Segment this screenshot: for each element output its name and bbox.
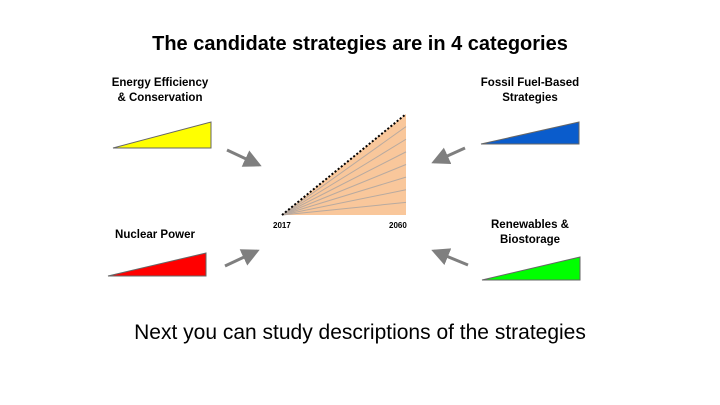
renewables-wedge-shape <box>481 256 581 281</box>
label-renewables: Renewables & Biostorage <box>470 218 590 248</box>
label-nuclear-power-line1: Nuclear Power <box>115 229 195 241</box>
central-wedge-line <box>281 151 407 216</box>
central-wedge-dotted-edge <box>281 113 407 216</box>
central-wedge-line <box>281 176 407 216</box>
arrow-energy-efficiency <box>226 148 262 167</box>
energy-efficiency-wedge-shape <box>112 121 212 149</box>
central-wedge-line <box>281 126 407 216</box>
wedge-renewables <box>481 256 581 281</box>
wedge-nuclear-power <box>107 252 207 277</box>
central-wedge-lines <box>281 126 407 216</box>
central-wedge-line <box>281 201 407 216</box>
fossil-fuel-wedge-shape <box>480 121 580 145</box>
label-renewables-line2: Biostorage <box>499 234 561 246</box>
central-wedge-line <box>281 138 407 216</box>
label-energy-efficiency: Energy Efficiency & Conservation <box>100 76 220 106</box>
start-year-label: 2017 <box>273 221 291 230</box>
central-wedge <box>281 113 407 216</box>
label-fossil-fuel-line1: Fossil Fuel-Based <box>480 77 580 89</box>
central-wedge-line <box>281 164 407 216</box>
label-renewables-line1: Renewables & <box>491 219 569 231</box>
arrow-fossil-fuel <box>431 146 466 165</box>
end-year-label: 2060 <box>389 221 407 230</box>
label-energy-efficiency-line1: Energy Efficiency <box>111 77 209 89</box>
label-nuclear-power: Nuclear Power <box>100 228 210 243</box>
label-fossil-fuel: Fossil Fuel-Based Strategies <box>470 76 590 106</box>
central-wedge-line <box>281 189 407 216</box>
wedge-fossil-fuel <box>480 121 580 145</box>
central-wedge-fill <box>282 114 406 215</box>
wedge-energy-efficiency <box>112 121 212 149</box>
slide-title: The candidate strategies are in 4 catego… <box>152 33 568 55</box>
arrow-nuclear-power <box>224 249 260 268</box>
label-energy-efficiency-line2: & Conservation <box>117 92 203 104</box>
label-fossil-fuel-line2: Strategies <box>502 92 558 104</box>
nuclear-power-wedge-shape <box>107 252 207 277</box>
slide-subtitle: Next you can study descriptions of the s… <box>134 321 586 344</box>
arrow-renewables <box>431 248 469 267</box>
